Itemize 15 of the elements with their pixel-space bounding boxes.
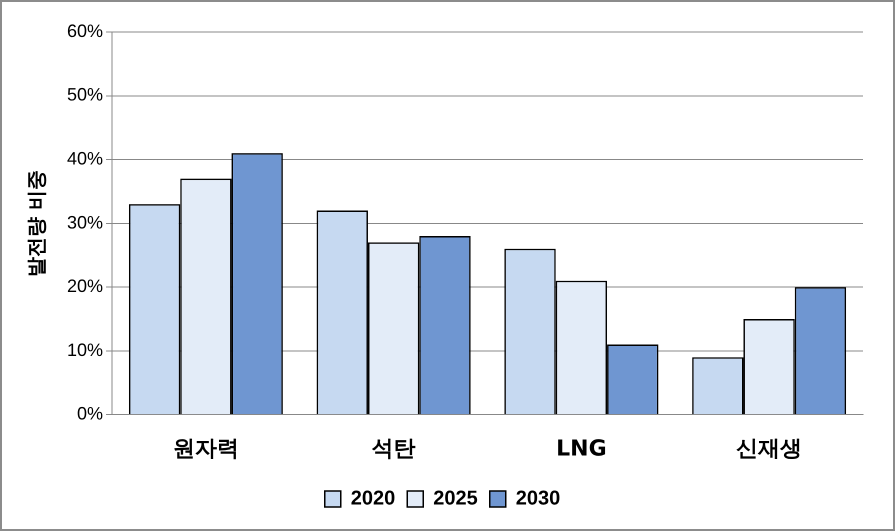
y-tick-label: 40% <box>66 148 104 168</box>
x-tick-label: 신재생 <box>736 436 802 462</box>
legend-label: 2020 <box>350 488 396 510</box>
x-tick-label: LNG <box>556 436 607 462</box>
y-tick-label: 30% <box>66 212 104 232</box>
y-tick-label: 20% <box>66 276 104 296</box>
x-tick-label: 석탄 <box>372 436 416 462</box>
y-tick-label: 10% <box>66 340 104 360</box>
y-tick-label: 50% <box>66 84 104 105</box>
x-tick-label: 원자력 <box>172 436 239 462</box>
legend-label: 2030 <box>516 488 560 510</box>
y-tick-label: 60% <box>66 20 104 41</box>
y-axis-title: 발전량 비중 <box>24 170 48 277</box>
y-tick-label: 0% <box>77 404 104 424</box>
legend-label: 2025 <box>433 488 478 510</box>
